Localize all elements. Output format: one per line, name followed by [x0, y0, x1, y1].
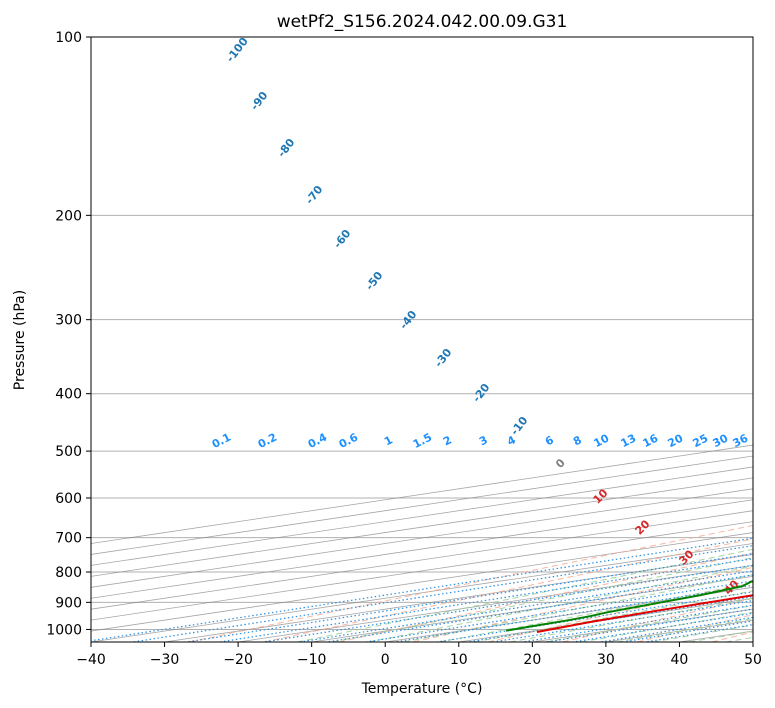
mixing-ratio-line	[299, 570, 753, 642]
y-tick-label: 500	[55, 444, 82, 460]
axes: −40 −30 −20 −10 0 10 20 30 40 50 100 200 300 400 500 60…	[46, 30, 762, 668]
x-tick-label: −10	[297, 652, 327, 668]
y-tick-label: 300	[55, 313, 82, 329]
isotherm-line	[91, 510, 753, 610]
x-tick-label: 50	[744, 652, 762, 668]
plot-frame	[90, 36, 754, 643]
mixing-ratio-line	[132, 545, 753, 642]
moist-adiabat-line	[509, 597, 753, 642]
mixing-ratio-label: 13	[619, 432, 639, 451]
x-tick-label: 40	[671, 652, 689, 668]
mixing-ratio-label: 16	[641, 431, 661, 450]
chart-title: wetPf2_S156.2024.042.00.09.G31	[277, 12, 568, 32]
mixing-ratio-label: 10	[592, 431, 612, 450]
moist-adiabat-line	[332, 557, 753, 642]
isotherm-line	[91, 466, 753, 566]
isotherm-line	[91, 488, 753, 588]
y-tick-label: 400	[55, 387, 82, 403]
isotherm-line	[91, 532, 753, 632]
y-tick-label: 700	[55, 531, 82, 547]
y-tick-label: 800	[55, 565, 82, 581]
mixing-ratio-line	[546, 608, 753, 642]
mixing-ratio-line	[622, 620, 753, 642]
background-lines	[91, 37, 753, 642]
isotherm-line	[91, 455, 753, 555]
y-tick-label: 100	[55, 30, 82, 46]
mixing-ratio-line	[326, 574, 753, 642]
isotherm-line	[91, 521, 753, 621]
dry-adiabat-line	[264, 538, 753, 642]
x-tick-label: −20	[223, 652, 253, 668]
x-axis-label: Temperature (°C)	[361, 681, 483, 697]
y-tick-label: 900	[55, 595, 82, 611]
x-tick-label: −40	[76, 652, 106, 668]
isotherm-line	[91, 499, 753, 599]
dry-adiabat-line	[413, 566, 753, 642]
dry-adiabat-line	[189, 524, 753, 642]
moist-adiabat-line	[438, 582, 753, 642]
y-tick-label: 1000	[46, 622, 82, 638]
mixing-ratio-label: 25	[691, 432, 711, 451]
mixing-ratio-label: 36	[731, 431, 751, 450]
isotherm-line	[91, 477, 753, 577]
x-tick-label: 30	[597, 652, 615, 668]
x-tick-label: 20	[523, 652, 541, 668]
x-tick-label: 0	[381, 652, 390, 668]
isotherm-line	[91, 444, 753, 544]
x-tick-label: −30	[150, 652, 180, 668]
plot-area	[91, 37, 753, 642]
mixing-ratio-label: 30	[711, 431, 731, 450]
y-tick-label: 600	[55, 491, 82, 507]
mixing-ratio-label: 20	[666, 431, 686, 450]
mixing-ratio-line	[394, 584, 753, 642]
y-axis-label: Pressure (hPa)	[12, 290, 28, 390]
y-tick-label: 200	[55, 208, 82, 224]
moist-adiabat-line	[368, 565, 753, 642]
x-tick-label: 10	[450, 652, 468, 668]
